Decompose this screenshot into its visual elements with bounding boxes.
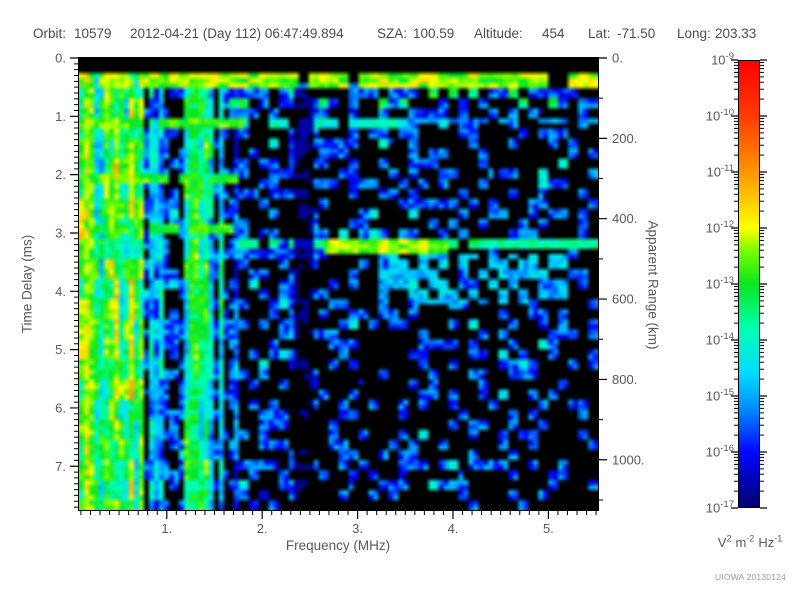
right-tick-label: 400. xyxy=(612,211,637,226)
y-tick-label: 6. xyxy=(55,400,66,415)
y-tick-label: 0. xyxy=(55,51,66,66)
x-tick-label: 4. xyxy=(448,521,459,536)
y-axis-label-left: Time Delay (ms) xyxy=(19,234,35,334)
right-tick-label: 600. xyxy=(612,292,637,307)
right-tick-label: 800. xyxy=(612,372,637,387)
long-value: 203.33 xyxy=(715,26,757,41)
x-tick-label: 1. xyxy=(161,521,172,536)
x-tick-label: 3. xyxy=(352,521,363,536)
colorbar-tick-label: 10-16 xyxy=(705,443,734,460)
x-axis-label: Frequency (MHz) xyxy=(285,538,391,553)
ionogram-heatmap xyxy=(79,58,598,510)
colorbar-unit-label: V2 m-2 Hz-1 xyxy=(718,534,782,550)
colorbar-tick-label: 10-14 xyxy=(705,331,734,348)
x-tick-label: 5. xyxy=(543,521,554,536)
unit-part: V2 xyxy=(717,534,732,551)
y-tick-label: 3. xyxy=(55,225,66,240)
colorbar-gradient xyxy=(738,60,760,508)
unit-part: Hz-1 xyxy=(758,534,783,551)
long-label: Long: xyxy=(677,26,711,41)
y-axis-label-right: Apparent Range (km) xyxy=(645,220,661,350)
altitude-value: 454 xyxy=(542,26,565,41)
right-tick-label: 0. xyxy=(612,51,623,66)
colorbar-tick-label: 10-17 xyxy=(705,499,734,516)
x-tick-label: 2. xyxy=(257,521,268,536)
y-tick-label: 2. xyxy=(55,167,66,182)
colorbar-tick-label: 10-11 xyxy=(706,163,735,180)
right-tick-label: 200. xyxy=(612,131,637,146)
watermark-text: UIOWA 20130124 xyxy=(715,572,786,582)
datetime-text: 2012-04-21 (Day 112) 06:47:49.894 xyxy=(130,26,344,41)
colorbar-tick-label: 10-15 xyxy=(705,387,734,404)
sza-value: 100.59 xyxy=(413,26,455,41)
y-tick-label: 4. xyxy=(55,284,66,299)
colorbar-tick-label: 10-9 xyxy=(711,51,734,68)
orbit-label: Orbit: xyxy=(33,26,67,41)
altitude-label: Altitude: xyxy=(474,26,523,41)
y-tick-label: 7. xyxy=(55,459,66,474)
y-tick-label: 5. xyxy=(55,342,66,357)
right-tick-label: 1000. xyxy=(612,452,645,467)
unit-part: m-2 xyxy=(735,534,755,551)
colorbar-tick-label: 10-12 xyxy=(705,219,734,236)
colorbar-tick-label: 10-13 xyxy=(705,275,734,292)
sza-label: SZA: xyxy=(377,26,408,41)
colorbar-tick-label: 10-10 xyxy=(705,107,734,124)
lat-value: -71.50 xyxy=(617,26,656,41)
orbit-value: 10579 xyxy=(74,26,112,41)
lat-label: Lat: xyxy=(588,26,611,41)
y-tick-label: 1. xyxy=(55,109,66,124)
